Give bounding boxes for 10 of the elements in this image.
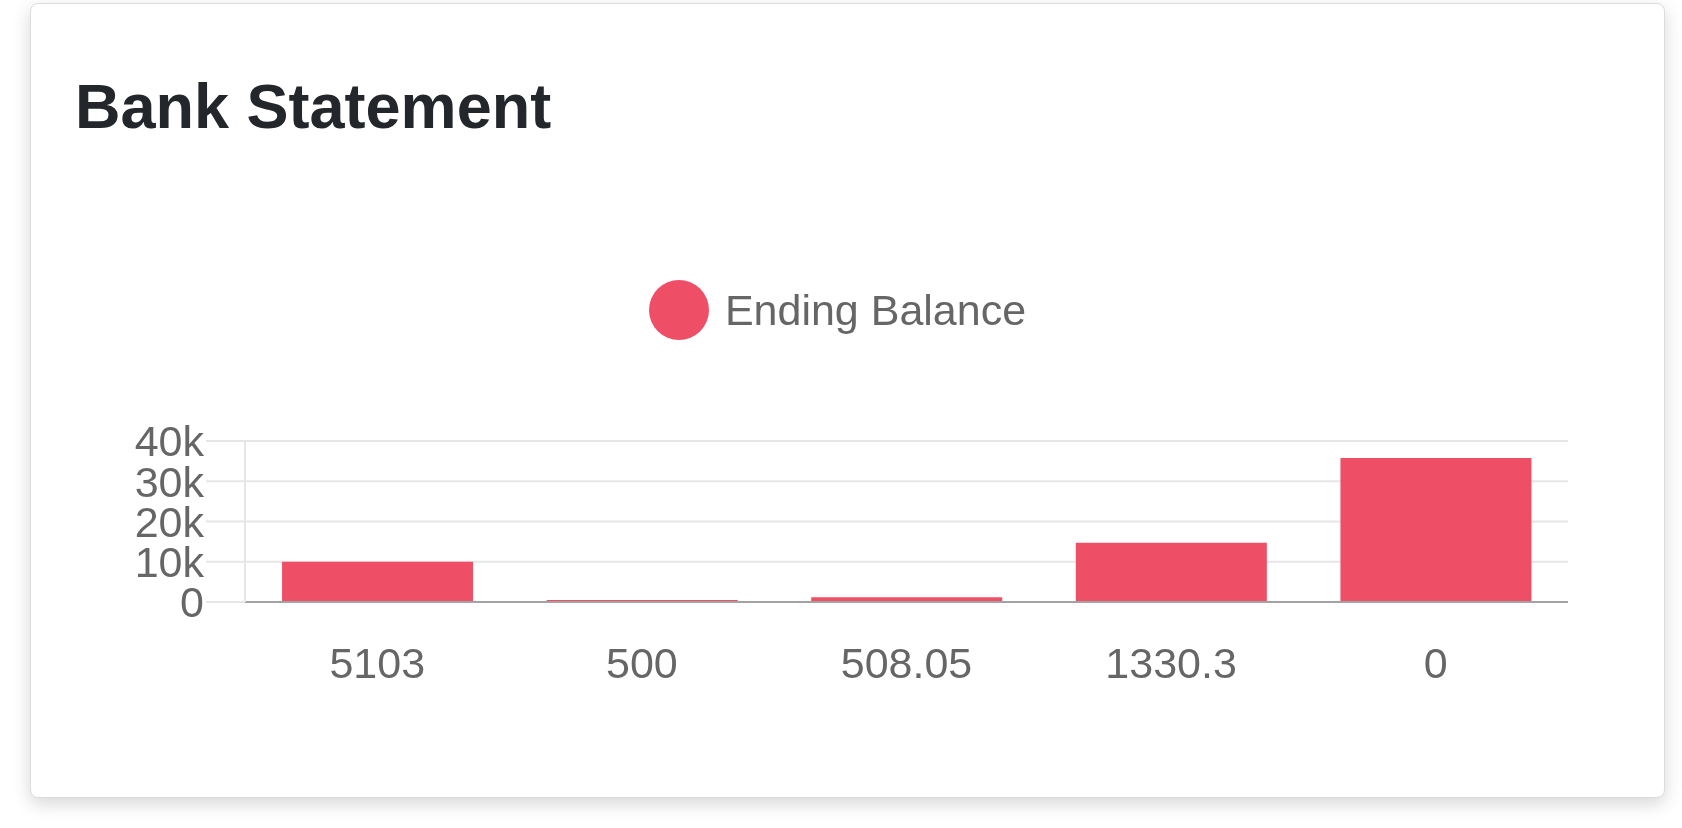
- x-tick-label: 5103: [329, 638, 426, 687]
- x-tick-label: 0: [1423, 638, 1448, 687]
- x-tick-label: 508.05: [840, 638, 973, 687]
- bar: [1340, 457, 1532, 602]
- x-tick-label: 1330.3: [1105, 638, 1237, 687]
- bar: [282, 561, 474, 602]
- legend-label: Ending Balance: [724, 285, 1027, 334]
- bar: [1075, 542, 1267, 602]
- x-tick-label: 500: [606, 638, 678, 687]
- chart-title: Bank Statement: [75, 71, 552, 141]
